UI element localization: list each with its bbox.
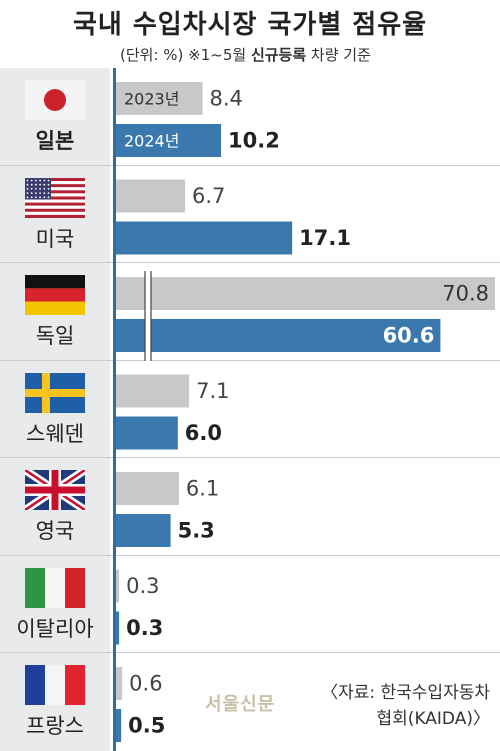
country-label: 영국 (35, 519, 75, 543)
bar-2024-7 (116, 709, 122, 742)
row-separator (0, 457, 500, 458)
bar-2024-1 (116, 124, 222, 157)
japan-flag (25, 80, 85, 120)
row-separator (0, 164, 500, 166)
value-label-2023-2: 6.7 (192, 184, 225, 208)
bar-2023-5 (116, 472, 179, 505)
source-line-1: 〈자료: 한국수입자동차 (321, 683, 490, 703)
row-separator (0, 652, 500, 653)
bar-2023-7 (116, 667, 123, 700)
value-label-2023-5: 6.1 (186, 477, 219, 501)
bar-2023-3 (116, 277, 495, 310)
category-axis (113, 68, 116, 751)
value-label-2024-1: 10.2 (228, 129, 280, 153)
watermark: 서울신문 (205, 694, 276, 715)
value-label-2023-6: 0.3 (126, 574, 159, 598)
value-label-2024-4: 6.0 (185, 421, 222, 445)
italy-flag (25, 567, 85, 608)
chart-title: 국내 수입차시장 국가별 점유율 (72, 10, 428, 40)
source-note: 〈자료: 한국수입자동차 협회(KAIDA)〉 (321, 680, 490, 732)
country-label: 이탈리아 (16, 616, 94, 641)
source-line-2: 협회(KAIDA)〉 (376, 709, 490, 729)
chart-subtitle: (단위: %) ※1~5월 신규등록 차량 기준 (120, 46, 371, 64)
country-label: 프랑스 (26, 714, 84, 738)
axis-break-mark (144, 271, 152, 361)
value-label-2023-7: 0.6 (129, 672, 162, 696)
value-label-2024-2: 17.1 (299, 226, 351, 250)
bar-2023-4 (116, 374, 190, 408)
row-separator (0, 554, 500, 556)
uk-flag (25, 470, 85, 510)
bar-2024-3 (116, 319, 441, 352)
germany-flag (25, 275, 85, 315)
bar-2024-5 (116, 514, 171, 547)
country-label: 스웨덴 (26, 421, 84, 446)
value-label-2023-1: 8.4 (210, 87, 243, 111)
usa-flag (25, 177, 85, 218)
bar-2024-6 (116, 611, 120, 645)
value-label-2024-3: 60.6 (383, 324, 435, 348)
row-separator (0, 262, 500, 263)
country-label: 일본 (35, 129, 75, 153)
country-label: 미국 (35, 226, 75, 251)
bar-2024-2 (116, 221, 293, 255)
bar-2023-6 (116, 569, 120, 603)
sweden-flag (25, 372, 85, 413)
value-label-2024-6: 0.3 (126, 616, 163, 640)
value-label-2024-5: 5.3 (178, 519, 215, 543)
legend-label-2023: 2023년 (124, 90, 179, 109)
country-label: 독일 (35, 324, 75, 348)
bar-2023-1 (116, 82, 203, 115)
legend-label-2024: 2024년 (124, 132, 179, 151)
row-separator (0, 359, 500, 361)
value-label-2023-3: 70.8 (442, 282, 489, 306)
value-label-2023-4: 7.1 (196, 379, 229, 403)
france-flag (25, 665, 85, 705)
value-label-2024-7: 0.5 (128, 714, 165, 738)
bar-2024-4 (116, 416, 178, 450)
bar-2023-2 (116, 179, 186, 213)
